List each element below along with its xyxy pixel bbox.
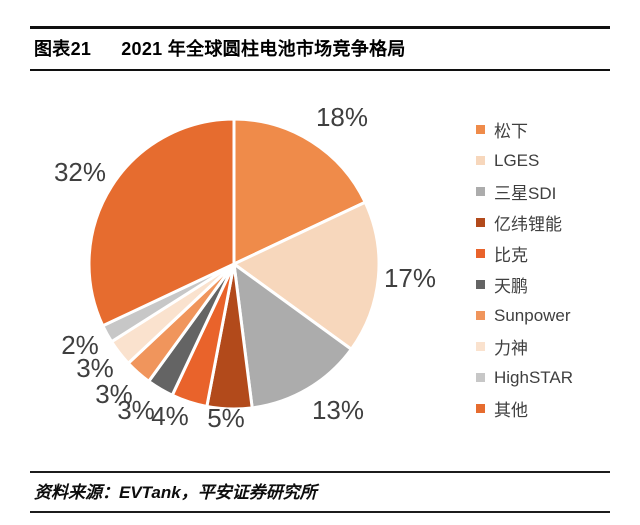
source-note: 资料来源：EVTank，平安证券研究所 xyxy=(30,471,610,513)
slice-label-highstar: 2% xyxy=(61,330,99,360)
chart-header: 图表21 2021 年全球圆柱电池市场竞争格局 xyxy=(30,26,610,71)
slice-label-bak: 4% xyxy=(151,401,189,431)
slice-label-tianpeng: 3% xyxy=(117,395,155,425)
legend-item-lges: LGES xyxy=(476,145,573,176)
chart-title: 2021 年全球圆柱电池市场竞争格局 xyxy=(121,39,406,59)
slice-label-samsung-sdi: 13% xyxy=(312,395,364,425)
pie-slice-panasonic xyxy=(232,117,367,266)
legend-swatch-icon xyxy=(476,187,485,196)
legend-label: 比克 xyxy=(494,246,528,265)
legend-swatch-icon xyxy=(476,404,485,413)
slice-label-lges: 17% xyxy=(384,263,436,293)
figure-number: 图表21 xyxy=(34,39,92,59)
legend-label: Sunpower xyxy=(494,305,571,325)
legend-item-highstar: HighSTAR xyxy=(476,362,573,393)
slice-label-lishen: 3% xyxy=(76,353,114,383)
slice-label-others: 32% xyxy=(54,157,106,187)
legend-label: 松下 xyxy=(494,122,528,141)
legend-label: 其他 xyxy=(494,401,528,420)
legend-label: 亿纬锂能 xyxy=(494,215,562,234)
legend-item-others: 其他 xyxy=(476,393,573,424)
legend-label: 天鹏 xyxy=(494,277,528,296)
slice-label-panasonic: 18% xyxy=(316,102,368,132)
legend-label: HighSTAR xyxy=(494,367,574,387)
legend-swatch-icon xyxy=(476,373,485,382)
legend-item-bak: 比克 xyxy=(476,238,573,269)
legend-swatch-icon xyxy=(476,311,485,320)
pie-slice-samsung-sdi xyxy=(232,262,353,410)
legend-swatch-icon xyxy=(476,156,485,165)
legend-item-tianpeng: 天鹏 xyxy=(476,269,573,300)
legend-item-lishen: 力神 xyxy=(476,331,573,362)
legend-item-sunpower: Sunpower xyxy=(476,300,573,331)
legend-swatch-icon xyxy=(476,125,485,134)
legend-swatch-icon xyxy=(476,218,485,227)
source-text: 资料来源：EVTank，平安证券研究所 xyxy=(34,483,317,502)
pie-slice-others xyxy=(87,117,236,328)
legend-swatch-icon xyxy=(476,249,485,258)
legend-label: 三星SDI xyxy=(494,184,557,203)
slice-label-eve-energy: 5% xyxy=(207,403,245,433)
legend-swatch-icon xyxy=(476,280,485,289)
legend-item-panasonic: 松下 xyxy=(476,114,573,145)
legend-swatch-icon xyxy=(476,342,485,351)
slice-label-sunpower: 3% xyxy=(95,379,133,409)
legend-item-samsung-sdi: 三星SDI xyxy=(476,176,573,207)
legend-label: LGES xyxy=(494,150,540,170)
legend-item-eve-energy: 亿纬锂能 xyxy=(476,207,573,238)
chart-legend: 松下 LGES 三星SDI 亿纬锂能比克天鹏 Sunpower 力神 HighSTAR 其他 xyxy=(476,114,573,424)
legend-label: 力神 xyxy=(494,339,528,358)
pie-slice-lges xyxy=(232,200,381,351)
